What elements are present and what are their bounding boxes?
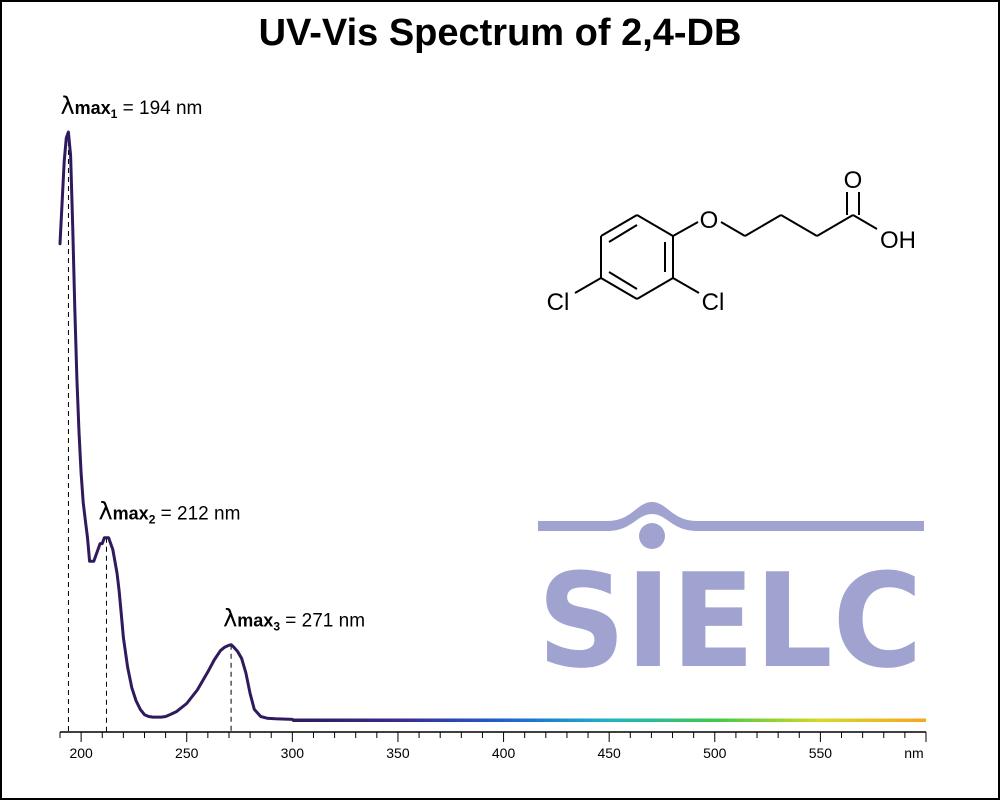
spectrum-baseline	[292, 718, 927, 722]
bond	[720, 221, 746, 237]
chlorine-left-label: Cl	[547, 289, 570, 316]
bond	[816, 214, 854, 237]
x-tick-label: 250	[175, 745, 199, 761]
x-tick-label: 200	[69, 745, 93, 761]
chart-title: UV-Vis Spectrum of 2,4-DB	[258, 12, 742, 54]
bond-inner	[608, 271, 638, 290]
ether-oxygen-label: O	[700, 207, 719, 234]
lambda-symbol: λ	[60, 92, 74, 120]
bond	[852, 214, 878, 230]
carbonyl-oxygen-label: O	[844, 167, 863, 194]
lambda-max-sub: max	[237, 611, 273, 631]
bond	[600, 214, 638, 237]
x-tick-label: 300	[281, 745, 305, 761]
bond	[672, 277, 700, 294]
bond	[636, 277, 674, 300]
bond	[780, 214, 818, 237]
bond	[636, 214, 674, 237]
lambda-max-sub: max	[113, 504, 149, 524]
lambda-max-sub: max	[75, 98, 111, 118]
peak-label: λmax2 = 212 nm	[98, 498, 240, 527]
lambda-index-sub: 2	[149, 513, 156, 527]
chemical-structure	[574, 192, 878, 300]
peak-label: λmax3 = 271 nm	[223, 605, 365, 634]
sielc-logo-text: SIELC	[538, 545, 923, 697]
hydroxyl-label: OH	[880, 227, 916, 254]
bond-inner	[608, 224, 638, 243]
sielc-logo-dot	[639, 523, 665, 549]
x-tick-label: 500	[703, 745, 727, 761]
lambda-symbol: λ	[223, 605, 237, 633]
bond	[600, 277, 638, 300]
lambda-symbol: λ	[98, 498, 112, 526]
x-tick-label: 550	[809, 745, 833, 761]
lambda-index-sub: 1	[111, 107, 118, 121]
sielc-logo-arc	[538, 502, 924, 531]
x-unit-label: nm	[904, 745, 923, 761]
peak-value: = 271 nm	[280, 611, 365, 632]
peak-value: = 212 nm	[155, 504, 240, 525]
x-tick-label: 350	[386, 745, 410, 761]
spectrum-line	[58, 130, 294, 721]
x-axis: 200 250 300 350 400 450 500 550 nm	[59, 731, 927, 761]
spectrum-series	[58, 130, 294, 721]
peak-drop-lines	[67, 132, 232, 732]
chlorine-right-label: Cl	[702, 289, 725, 316]
x-tick-label: 450	[597, 745, 621, 761]
bond	[744, 214, 782, 237]
bond	[672, 221, 699, 237]
spectrum-baseline-segment	[292, 718, 927, 722]
bond	[574, 277, 602, 294]
lambda-index-sub: 3	[273, 620, 280, 634]
sielc-logo: SIELC	[538, 502, 924, 697]
peak-value: = 194 nm	[117, 98, 202, 119]
peak-label: λmax1 = 194 nm	[60, 92, 202, 121]
x-tick-label: 400	[492, 745, 516, 761]
